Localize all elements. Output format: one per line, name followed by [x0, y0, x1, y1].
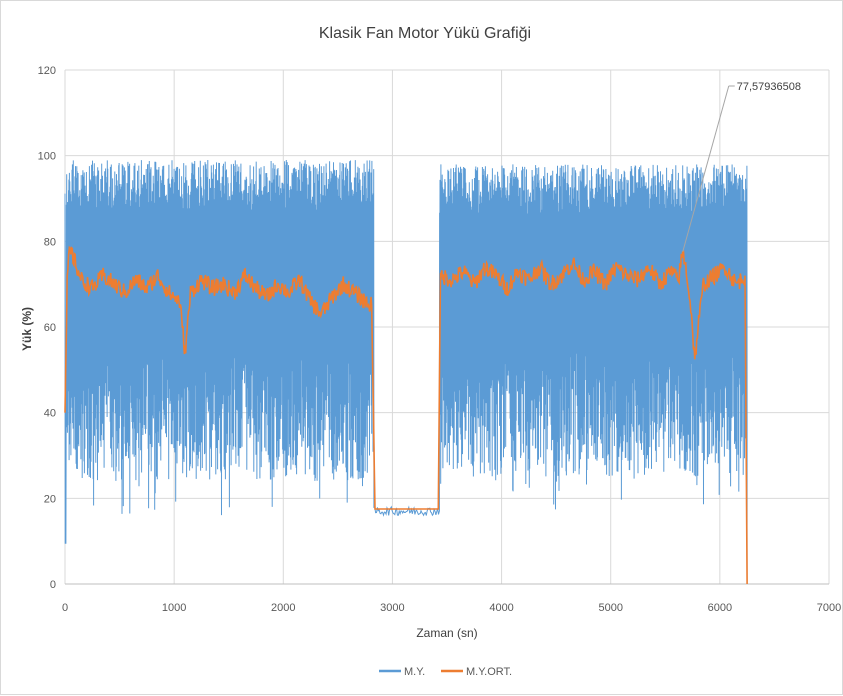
y-tick-label: 40: [44, 408, 56, 420]
series-line-my: [64, 159, 748, 584]
y-axis-ticks: 0 20 40 60 80 100 120: [38, 65, 56, 591]
x-tick-label: 1000: [162, 602, 186, 614]
x-axis-ticks: 0 1000 2000 3000 4000 5000 6000 7000: [62, 602, 841, 614]
y-tick-label: 20: [44, 493, 56, 505]
annotation-leader-line: [682, 85, 730, 252]
y-tick-label: 60: [44, 322, 56, 334]
x-tick-label: 6000: [708, 602, 732, 614]
series-line-myort: [64, 245, 748, 585]
x-tick-label: 5000: [598, 602, 622, 614]
legend-label: M.Y.: [404, 666, 425, 678]
x-axis-label: Zaman (sn): [416, 626, 477, 640]
x-tick-label: 2000: [271, 602, 295, 614]
plot-area: 77,57936508: [64, 81, 801, 585]
annotation-label: 77,57936508: [737, 81, 801, 93]
x-tick-label: 4000: [489, 602, 513, 614]
x-tick-label: 7000: [817, 602, 841, 614]
y-axis-label: Yük (%): [20, 307, 34, 351]
y-tick-label: 0: [50, 579, 56, 591]
legend: M.Y. M.Y.ORT.: [379, 666, 512, 678]
chart-title: Klasik Fan Motor Yükü Grafiği: [319, 25, 531, 42]
y-tick-label: 80: [44, 236, 56, 248]
x-tick-label: 0: [62, 602, 68, 614]
y-tick-label: 120: [38, 65, 56, 77]
y-tick-label: 100: [38, 151, 56, 163]
legend-label: M.Y.ORT.: [466, 666, 512, 678]
x-tick-label: 3000: [380, 602, 404, 614]
